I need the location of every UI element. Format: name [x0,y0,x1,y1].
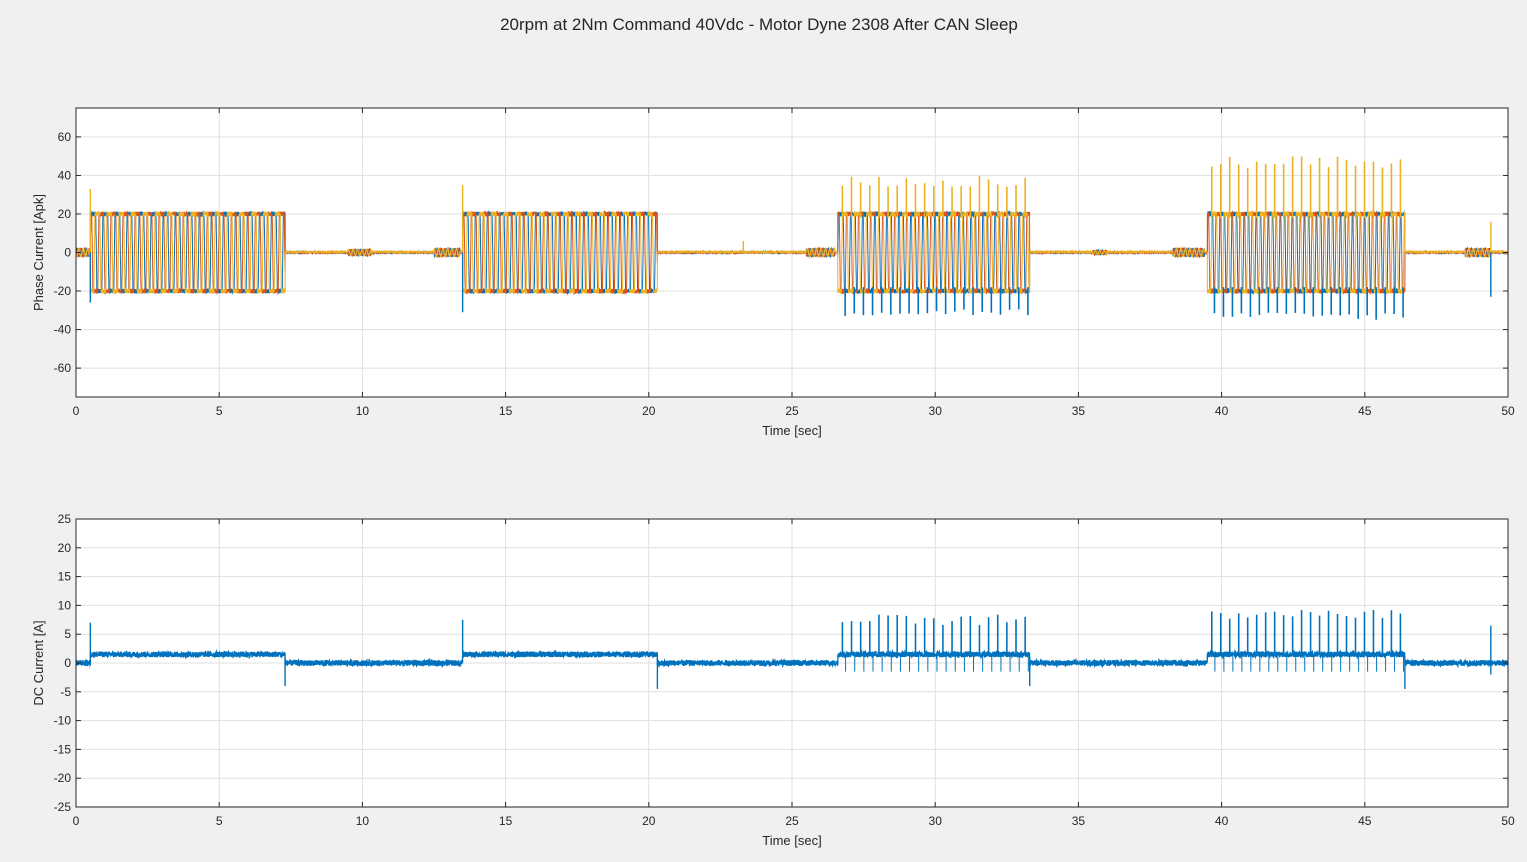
y-axis-label: DC Current [A] [31,620,46,705]
x-tick-label: 0 [73,814,80,828]
y-tick-label: -5 [60,685,71,699]
y-tick-label: -60 [54,361,72,375]
x-tick-label: 15 [499,814,513,828]
x-tick-label: 5 [216,814,223,828]
x-tick-label: 40 [1215,814,1229,828]
dc-traces [75,609,1509,689]
y-tick-label: 25 [58,512,72,526]
y-tick-label: 15 [58,570,72,584]
x-tick-label: 45 [1358,404,1372,418]
y-tick-label: -15 [54,742,72,756]
y-tick-label: 5 [64,627,71,641]
x-tick-label: 15 [499,404,513,418]
x-tick-label: 25 [785,814,799,828]
x-axis-label: Time [sec] [762,833,821,848]
x-tick-label: 30 [929,814,943,828]
y-tick-label: -10 [54,714,72,728]
x-tick-label: 35 [1072,814,1086,828]
x-tick-label: 35 [1072,404,1086,418]
y-tick-label: 10 [58,598,72,612]
y-axis-label: Phase Current [Apk] [31,194,46,311]
y-tick-label: 60 [58,130,72,144]
x-tick-label: 20 [642,814,656,828]
x-tick-label: 50 [1501,404,1515,418]
y-tick-label: 0 [64,656,71,670]
dc-series-line [75,648,1509,669]
figure-title: 20rpm at 2Nm Command 40Vdc - Motor Dyne … [500,15,1018,34]
phase-current-plot: 0 5 10 15 20 25 30 35 40 45 50 -60 -40 -20 0 20 40 60 Time… [31,107,1515,438]
y-tick-label: -20 [54,771,72,785]
y-tick-label: 40 [58,168,72,182]
x-tick-label: 40 [1215,404,1229,418]
x-tick-label: 20 [642,404,656,418]
dc-current-plot: 0 5 10 15 20 25 30 35 40 45 50 -25 -20 -15 -10 -5 0 5 10 15… [31,512,1515,848]
y-tick-label: -40 [54,323,72,337]
phase-traces [75,156,1509,320]
x-tick-label: 30 [929,404,943,418]
x-tick-label: 45 [1358,814,1372,828]
y-tick-label: 20 [58,541,72,555]
x-tick-label: 5 [216,404,223,418]
x-tick-label: 0 [73,404,80,418]
y-tick-label: -25 [54,800,72,814]
x-tick-label: 10 [356,404,370,418]
x-tick-label: 25 [785,404,799,418]
y-tick-label: -20 [54,284,72,298]
x-axis-label: Time [sec] [762,423,821,438]
x-tick-label: 10 [356,814,370,828]
x-tick-label: 50 [1501,814,1515,828]
y-tick-label: 20 [58,207,72,221]
y-tick-label: 0 [64,246,71,260]
phase-series-line [75,209,1509,296]
